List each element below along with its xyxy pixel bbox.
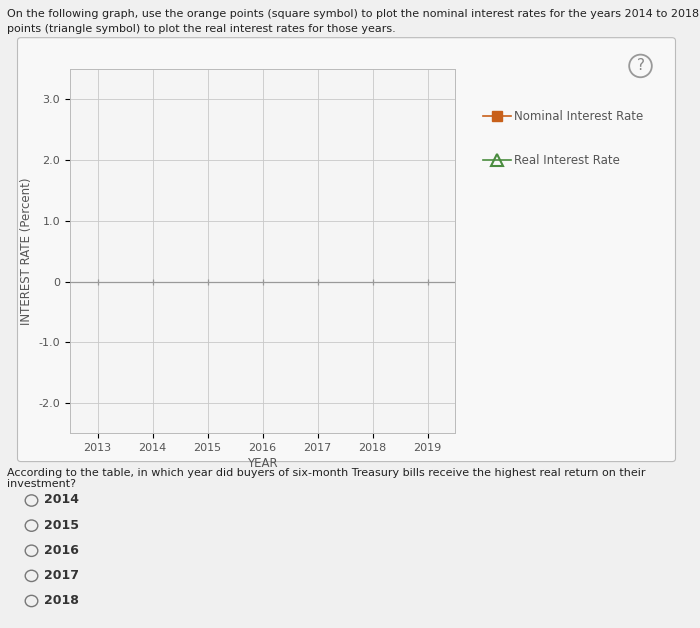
Text: 2017: 2017 — [44, 569, 79, 582]
Text: Real Interest Rate: Real Interest Rate — [514, 154, 620, 166]
Text: On the following graph, use the orange points (square symbol) to plot the nomina: On the following graph, use the orange p… — [7, 9, 700, 19]
Text: ?: ? — [636, 58, 645, 73]
Text: 2016: 2016 — [44, 544, 79, 556]
Text: Nominal Interest Rate: Nominal Interest Rate — [514, 110, 644, 122]
Text: points (triangle symbol) to plot the real interest rates for those years.: points (triangle symbol) to plot the rea… — [7, 24, 395, 34]
X-axis label: YEAR: YEAR — [247, 457, 278, 470]
Y-axis label: INTEREST RATE (Percent): INTEREST RATE (Percent) — [20, 178, 33, 325]
Text: 2014: 2014 — [44, 494, 79, 506]
Text: 2015: 2015 — [44, 519, 79, 531]
Text: According to the table, in which year did buyers of six-month Treasury bills rec: According to the table, in which year di… — [7, 468, 645, 489]
Text: 2018: 2018 — [44, 594, 79, 607]
